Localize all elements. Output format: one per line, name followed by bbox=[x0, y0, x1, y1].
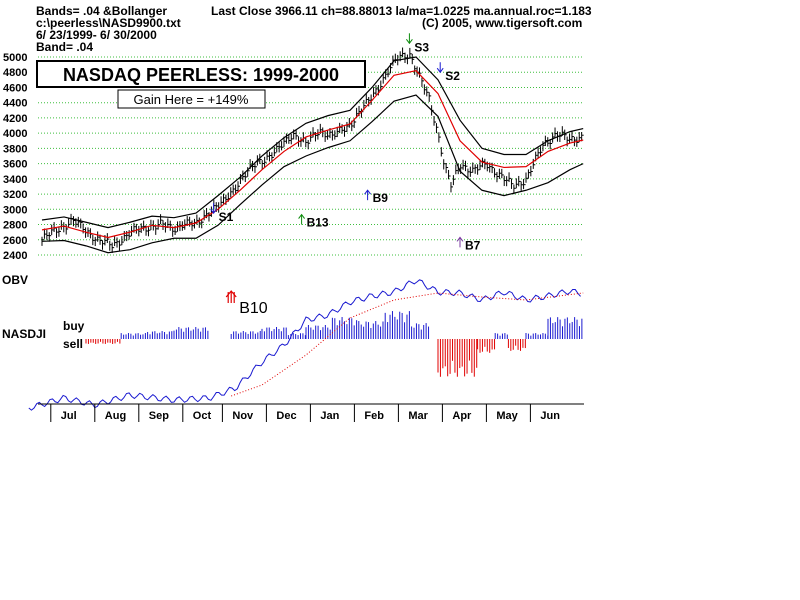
signal-arrow-head bbox=[364, 189, 372, 195]
y-tick-label: 3600 bbox=[3, 159, 27, 171]
month-label: Dec bbox=[276, 410, 296, 422]
nasdji-histogram bbox=[85, 311, 583, 377]
y-tick-label: 3200 bbox=[3, 189, 27, 201]
month-label: Apr bbox=[452, 410, 472, 422]
gain-text: Gain Here = +149% bbox=[134, 92, 249, 107]
y-tick-label: 4600 bbox=[3, 82, 27, 94]
title-box bbox=[36, 60, 366, 88]
signal-arrow-head bbox=[456, 236, 464, 242]
signal-label: S1 bbox=[219, 210, 234, 224]
signal-s1: S1 bbox=[210, 203, 234, 224]
obv-signal-arrow-head bbox=[225, 290, 237, 298]
signal-label: B13 bbox=[307, 216, 329, 230]
month-label: May bbox=[496, 410, 518, 422]
ma-line bbox=[41, 70, 584, 239]
signal-b7: B7 bbox=[456, 236, 481, 252]
obv-signal-b10: B10 bbox=[225, 290, 268, 317]
lower-band-line bbox=[41, 94, 584, 254]
month-label: Aug bbox=[105, 410, 126, 422]
month-label: Feb bbox=[364, 410, 384, 422]
signal-label: B7 bbox=[465, 238, 481, 252]
obv-label: OBV bbox=[2, 273, 28, 287]
signal-label: B9 bbox=[373, 191, 389, 205]
month-axis: Jul Aug Sep Oct Nov Dec Jan Feb Mar Apr May Jun bbox=[38, 403, 584, 422]
obv-lines bbox=[28, 279, 584, 411]
signal-markers: S1 B13 B9 S3 S2 B7 bbox=[210, 33, 481, 252]
month-label: Oct bbox=[193, 410, 212, 422]
month-label: Jan bbox=[320, 410, 339, 422]
y-tick-label: 3400 bbox=[3, 174, 27, 186]
header-stats: Last Close 3966.11 ch=88.88013 la/ma=1.0… bbox=[211, 4, 592, 18]
y-tick-label: 4200 bbox=[3, 113, 27, 125]
signal-b9: B9 bbox=[364, 189, 389, 205]
y-tick-label: 2600 bbox=[3, 235, 27, 247]
y-tick-labels: 2400 2600 2800 3000 3200 3400 3600 3800 4000 4200… bbox=[3, 52, 27, 262]
price-bars bbox=[41, 47, 584, 253]
month-label: Nov bbox=[232, 410, 254, 422]
y-tick-label: 3000 bbox=[3, 204, 27, 216]
y-tick-label: 4000 bbox=[3, 128, 27, 140]
signal-arrow-head bbox=[298, 213, 306, 219]
y-tick-label: 5000 bbox=[3, 52, 27, 64]
y-tick-label: 2400 bbox=[3, 250, 27, 262]
y-tick-label: 3800 bbox=[3, 143, 27, 155]
signal-arrow-head bbox=[210, 208, 218, 214]
header-bands: Bands= .04 &Bollanger bbox=[36, 4, 167, 18]
y-tick-label: 4800 bbox=[3, 67, 27, 79]
header-file: c:\peerless\NASD9900.txt bbox=[36, 16, 181, 30]
obv-signal: B10 bbox=[225, 290, 268, 317]
signal-arrow-head bbox=[405, 38, 413, 45]
signal-s3: S3 bbox=[405, 33, 429, 54]
month-label: Mar bbox=[408, 410, 428, 422]
gain-box bbox=[117, 89, 266, 109]
month-label: Sep bbox=[149, 410, 169, 422]
y-tick-label: 2800 bbox=[3, 220, 27, 232]
header-band: Band= .04 bbox=[36, 40, 93, 54]
signal-arrow-head bbox=[436, 67, 444, 74]
header-copyright: (C) 2005, www.tigersoft.com bbox=[422, 16, 582, 30]
signal-label: S2 bbox=[445, 69, 460, 83]
chart-title: NASDAQ PEERLESS: 1999-2000 bbox=[63, 65, 339, 85]
nasdji-label: NASDJI bbox=[2, 327, 46, 341]
signal-label: S3 bbox=[414, 40, 429, 54]
price-lines bbox=[41, 47, 584, 254]
signal-s2: S2 bbox=[436, 62, 460, 83]
sell-label: sell bbox=[63, 337, 83, 351]
obv-line bbox=[28, 279, 581, 411]
obv-ma-line bbox=[231, 292, 584, 397]
month-label: Jul bbox=[61, 410, 77, 422]
upper-band-line bbox=[41, 56, 584, 229]
y-tick-label: 4400 bbox=[3, 98, 27, 110]
signal-b13: B13 bbox=[298, 213, 329, 230]
header-dates: 6/ 23/1999- 6/ 30/2000 bbox=[36, 28, 157, 42]
obv-signal-label: B10 bbox=[239, 300, 268, 317]
buy-label: buy bbox=[63, 319, 85, 333]
month-label: Jun bbox=[540, 410, 560, 422]
